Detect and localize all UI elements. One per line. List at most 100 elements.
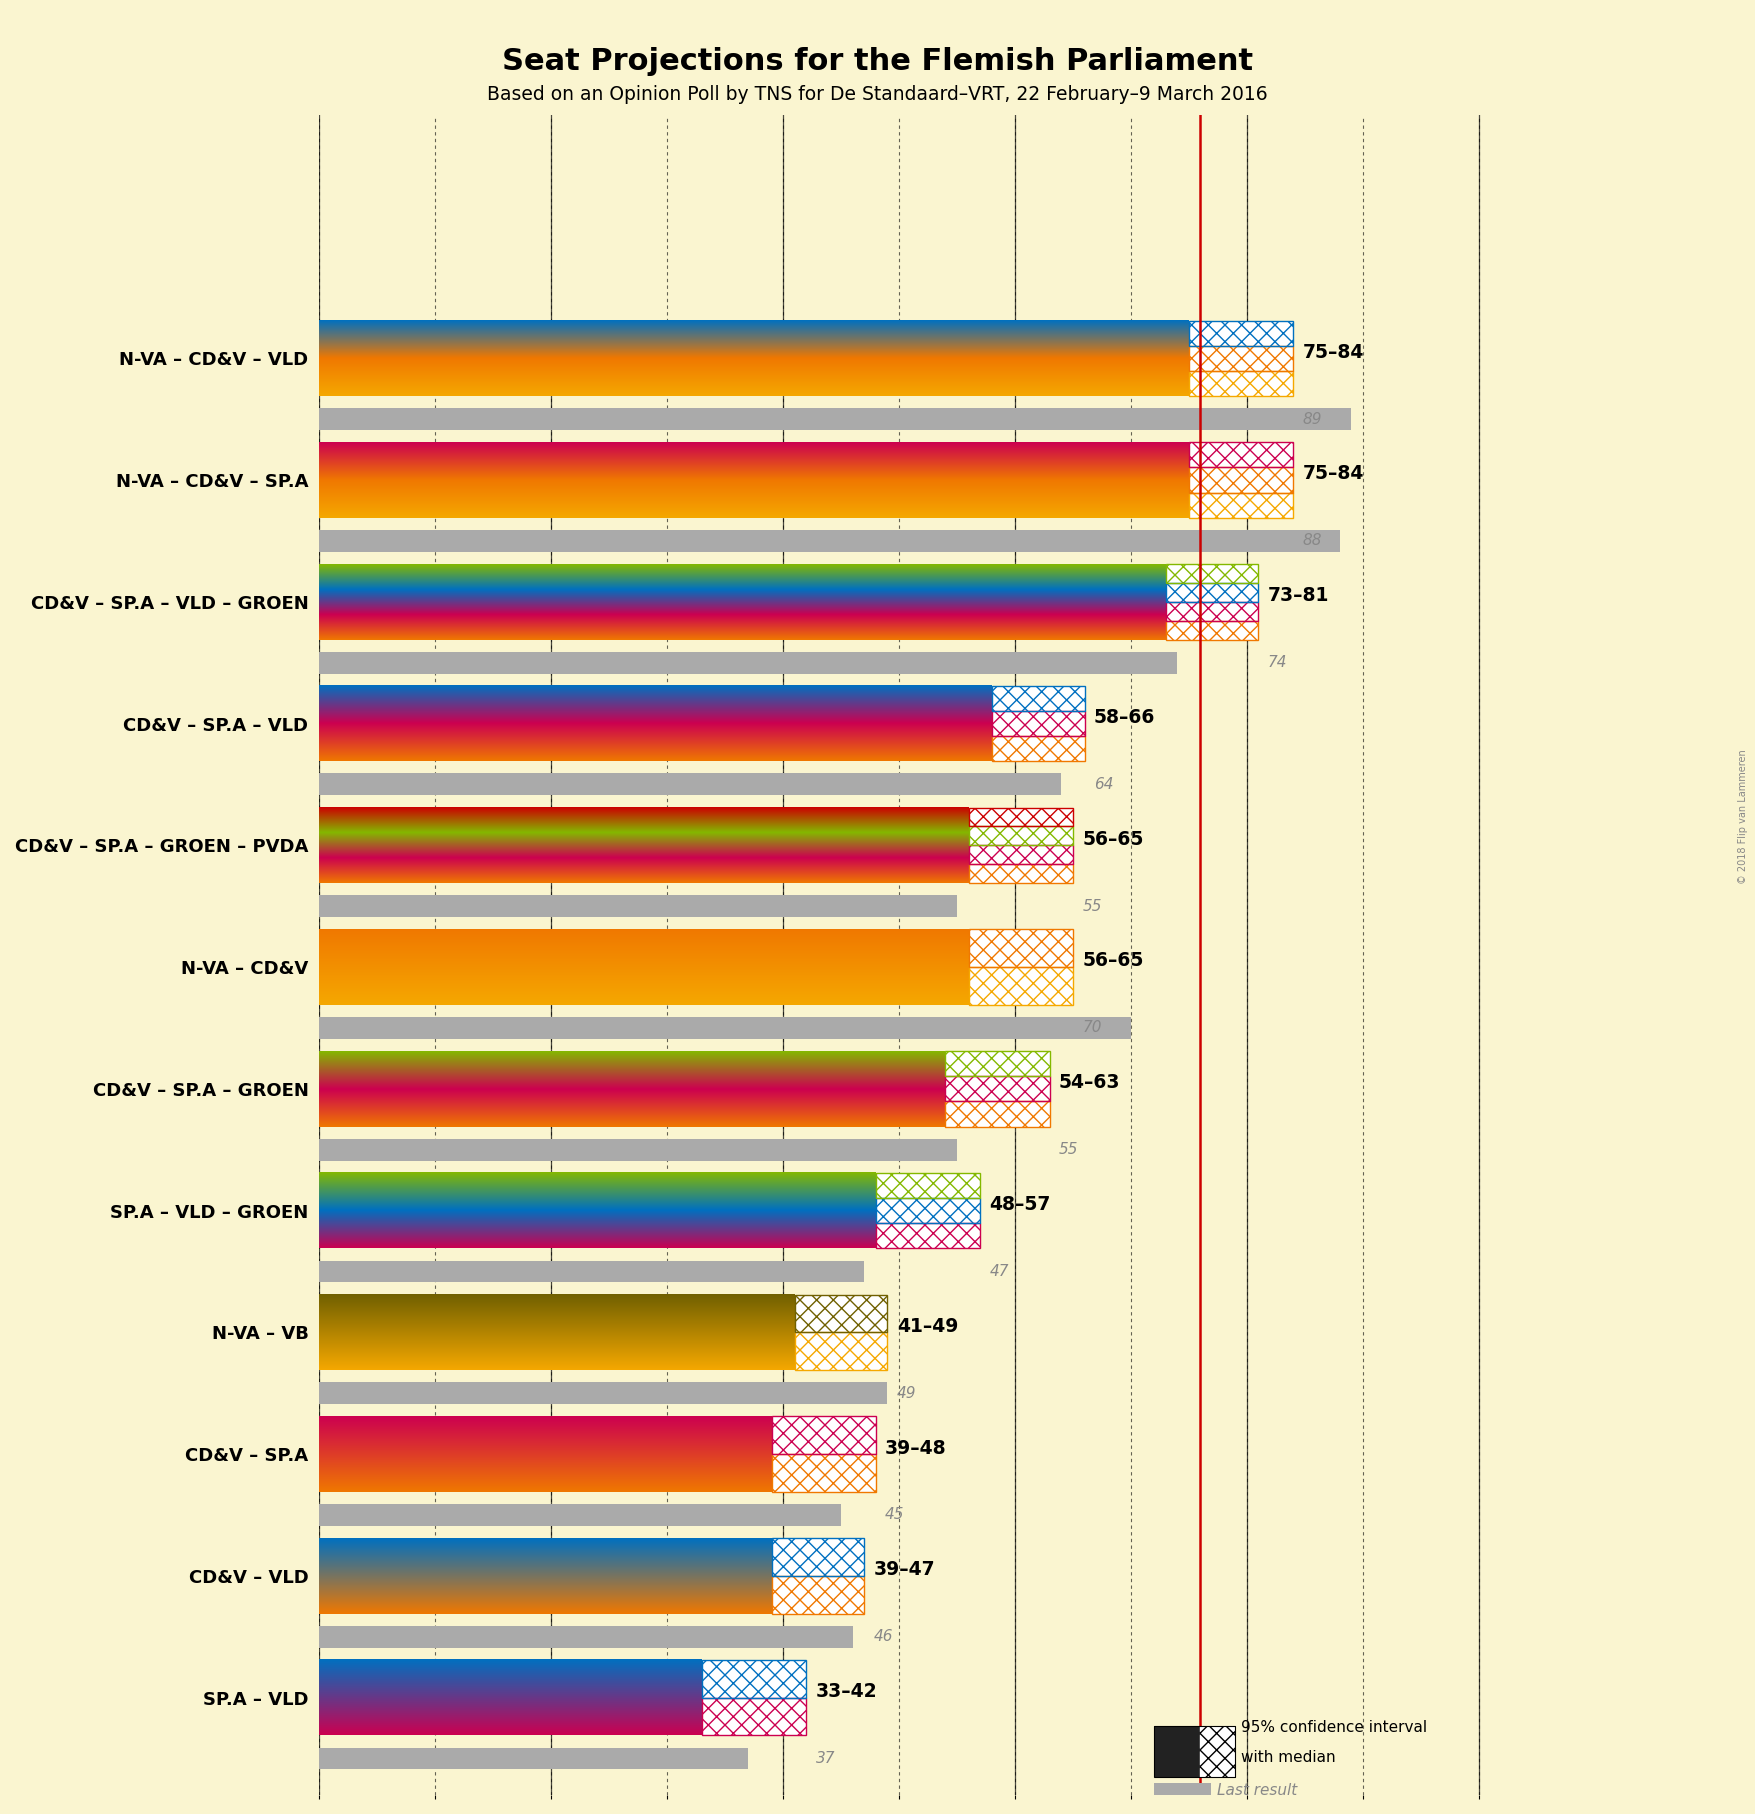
Text: 49: 49 [897, 1386, 916, 1400]
Bar [992, 711, 1085, 736]
Bar [1199, 1725, 1236, 1776]
Text: Seat Projections for the Flemish Parliament: Seat Projections for the Flemish Parliam… [502, 47, 1253, 76]
Bar [1188, 493, 1293, 517]
Bar [876, 1174, 981, 1197]
Bar [795, 1295, 888, 1331]
Text: 89: 89 [1302, 412, 1322, 426]
Bar [1188, 468, 1293, 493]
Bar [992, 711, 1085, 736]
Bar [319, 1139, 956, 1161]
Bar [992, 736, 1085, 762]
Bar [319, 896, 956, 918]
Bar [969, 863, 1072, 883]
Text: 55: 55 [1083, 898, 1102, 914]
Bar [1155, 1725, 1236, 1776]
Bar [969, 807, 1072, 827]
Bar [1188, 443, 1293, 468]
Bar [946, 1050, 1049, 1076]
Bar [319, 408, 1351, 430]
Bar [992, 686, 1085, 711]
Bar [1188, 493, 1293, 517]
Text: 41–49: 41–49 [897, 1317, 958, 1335]
Text: 74: 74 [1267, 655, 1286, 669]
Text: 64: 64 [1093, 776, 1113, 793]
Bar [876, 1174, 981, 1197]
Bar [702, 1698, 806, 1736]
Bar [1188, 321, 1293, 346]
Bar [969, 807, 1072, 827]
Bar [319, 1382, 888, 1404]
Bar [992, 736, 1085, 762]
Text: 33–42: 33–42 [816, 1682, 878, 1702]
Bar [702, 1660, 806, 1698]
Text: 47: 47 [990, 1264, 1009, 1279]
Bar [702, 1660, 806, 1698]
Bar [876, 1174, 981, 1197]
Bar [946, 1101, 1049, 1126]
Bar [772, 1455, 876, 1491]
Text: 70: 70 [1083, 1021, 1102, 1036]
Bar [1165, 564, 1258, 582]
Bar [772, 1455, 876, 1491]
Bar [1165, 620, 1258, 640]
Text: 39–47: 39–47 [874, 1560, 935, 1580]
Bar [969, 967, 1072, 1005]
Text: 75–84: 75–84 [1302, 343, 1364, 361]
Text: 48–57: 48–57 [990, 1195, 1051, 1214]
Bar [772, 1417, 876, 1455]
Bar [702, 1698, 806, 1736]
Bar [946, 1076, 1049, 1101]
Bar [1188, 346, 1293, 370]
Bar [992, 711, 1085, 736]
Bar [946, 1101, 1049, 1126]
Bar [1165, 602, 1258, 620]
Bar [969, 863, 1072, 883]
Bar [969, 807, 1072, 827]
Bar [1188, 370, 1293, 395]
Bar [702, 1660, 806, 1698]
Text: 75–84: 75–84 [1302, 464, 1364, 484]
Bar [992, 736, 1085, 762]
Bar [876, 1223, 981, 1248]
Bar [772, 1417, 876, 1455]
Text: with median: with median [1241, 1751, 1336, 1765]
Bar [772, 1576, 863, 1614]
Text: 55: 55 [1058, 1143, 1079, 1157]
Bar [319, 1625, 853, 1647]
Bar [1165, 602, 1258, 620]
Text: 39–48: 39–48 [885, 1439, 946, 1457]
Bar [876, 1197, 981, 1223]
Bar [772, 1538, 863, 1576]
Bar [1188, 468, 1293, 493]
Text: 95% confidence interval: 95% confidence interval [1241, 1720, 1427, 1734]
Text: 56–65: 56–65 [1083, 952, 1144, 970]
Bar [1188, 370, 1293, 395]
Bar [319, 1747, 748, 1769]
Bar [876, 1197, 981, 1223]
Bar [702, 1698, 806, 1736]
Bar [992, 686, 1085, 711]
Text: 58–66: 58–66 [1093, 707, 1155, 727]
Bar [1155, 1783, 1211, 1799]
Bar [1188, 321, 1293, 346]
Bar [969, 845, 1072, 863]
Bar [876, 1223, 981, 1248]
Bar [992, 686, 1085, 711]
Text: 56–65: 56–65 [1083, 829, 1144, 849]
Bar [876, 1197, 981, 1223]
Bar [969, 863, 1072, 883]
Bar [772, 1576, 863, 1614]
Bar [969, 827, 1072, 845]
Bar [319, 773, 1062, 795]
Bar [969, 827, 1072, 845]
Bar [1188, 443, 1293, 468]
Bar [969, 967, 1072, 1005]
Bar [772, 1538, 863, 1576]
Bar [1188, 370, 1293, 395]
Text: 37: 37 [816, 1751, 835, 1767]
Text: 46: 46 [874, 1629, 893, 1643]
Bar [772, 1455, 876, 1491]
Bar [1188, 346, 1293, 370]
Bar [969, 845, 1072, 863]
Bar [795, 1295, 888, 1331]
